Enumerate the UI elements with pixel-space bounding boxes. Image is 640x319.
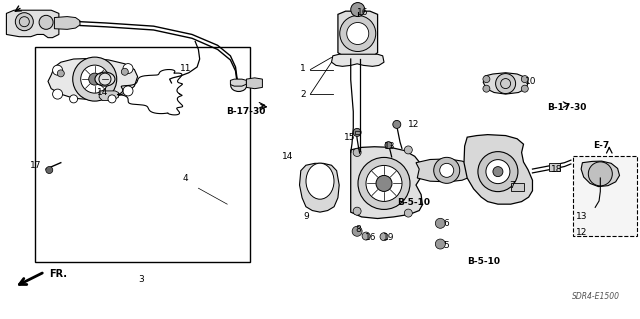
Ellipse shape [231, 79, 247, 92]
Text: 3: 3 [138, 275, 143, 284]
Text: FR.: FR. [49, 269, 67, 279]
Circle shape [366, 166, 402, 201]
Text: 13: 13 [576, 212, 588, 221]
Circle shape [380, 233, 388, 241]
Ellipse shape [306, 163, 334, 199]
Circle shape [522, 76, 528, 83]
Text: B-17-30: B-17-30 [547, 103, 587, 112]
Polygon shape [54, 17, 80, 29]
Circle shape [353, 207, 361, 215]
Circle shape [52, 65, 63, 75]
Polygon shape [483, 73, 528, 94]
Text: 7: 7 [509, 181, 515, 189]
Polygon shape [416, 159, 475, 182]
Circle shape [588, 162, 612, 186]
Circle shape [58, 70, 64, 77]
Circle shape [404, 209, 412, 217]
Circle shape [89, 73, 100, 85]
Text: E-7: E-7 [593, 141, 610, 150]
Text: 13: 13 [384, 142, 396, 151]
Text: 14: 14 [97, 88, 108, 97]
Text: 1: 1 [300, 64, 306, 73]
Text: SDR4-E1500: SDR4-E1500 [572, 292, 620, 301]
Polygon shape [6, 10, 59, 38]
Text: 10: 10 [525, 77, 536, 86]
Circle shape [393, 120, 401, 129]
Circle shape [483, 85, 490, 92]
Bar [35, 47, 250, 262]
Text: B-5-10: B-5-10 [467, 257, 500, 266]
Text: 16: 16 [356, 8, 368, 17]
Text: 17: 17 [30, 161, 42, 170]
Text: 18: 18 [551, 165, 563, 174]
Circle shape [351, 3, 365, 17]
Circle shape [376, 175, 392, 191]
Circle shape [81, 65, 109, 93]
Text: 19: 19 [383, 233, 394, 242]
Text: B-5-10: B-5-10 [397, 198, 430, 207]
Circle shape [352, 226, 362, 236]
Circle shape [358, 157, 410, 210]
Polygon shape [464, 135, 532, 204]
Polygon shape [300, 163, 339, 212]
Text: 5: 5 [443, 241, 449, 250]
Polygon shape [581, 161, 620, 187]
Text: 16: 16 [365, 233, 376, 242]
Circle shape [435, 239, 445, 249]
Circle shape [52, 89, 63, 99]
Text: 2: 2 [300, 90, 306, 99]
Circle shape [122, 68, 128, 75]
Circle shape [440, 163, 454, 177]
Polygon shape [355, 131, 360, 134]
Polygon shape [230, 79, 246, 86]
Circle shape [39, 15, 53, 29]
Text: 12: 12 [408, 120, 420, 129]
Polygon shape [332, 54, 384, 66]
Circle shape [362, 232, 370, 240]
Circle shape [123, 86, 133, 96]
Circle shape [353, 128, 361, 137]
Text: 11: 11 [180, 64, 191, 73]
Polygon shape [351, 147, 422, 219]
Circle shape [353, 148, 361, 157]
Text: B-17-30: B-17-30 [226, 107, 266, 115]
Circle shape [486, 160, 510, 184]
Circle shape [495, 74, 516, 93]
Circle shape [522, 85, 528, 92]
Text: 6: 6 [443, 219, 449, 228]
Circle shape [340, 16, 376, 51]
Circle shape [478, 152, 518, 192]
Polygon shape [48, 58, 138, 100]
Polygon shape [246, 78, 262, 89]
Text: 4: 4 [182, 174, 188, 183]
Circle shape [435, 218, 445, 228]
Text: 9: 9 [303, 212, 308, 221]
Text: 14: 14 [282, 152, 294, 161]
Bar [573, 156, 637, 236]
Circle shape [123, 63, 133, 74]
Circle shape [404, 146, 412, 154]
Text: 12: 12 [576, 228, 588, 237]
Polygon shape [549, 163, 560, 171]
Text: 15: 15 [344, 133, 355, 142]
Circle shape [434, 157, 460, 183]
Polygon shape [511, 183, 524, 191]
Polygon shape [338, 11, 378, 59]
Ellipse shape [95, 72, 115, 86]
Circle shape [73, 57, 116, 101]
Circle shape [493, 167, 503, 177]
Polygon shape [99, 91, 118, 100]
Circle shape [70, 95, 77, 103]
Polygon shape [307, 167, 333, 198]
Circle shape [15, 13, 33, 31]
Circle shape [385, 142, 392, 149]
Circle shape [347, 23, 369, 44]
Circle shape [46, 167, 52, 174]
Text: 8: 8 [356, 225, 361, 234]
Circle shape [483, 76, 490, 83]
Circle shape [108, 95, 116, 103]
